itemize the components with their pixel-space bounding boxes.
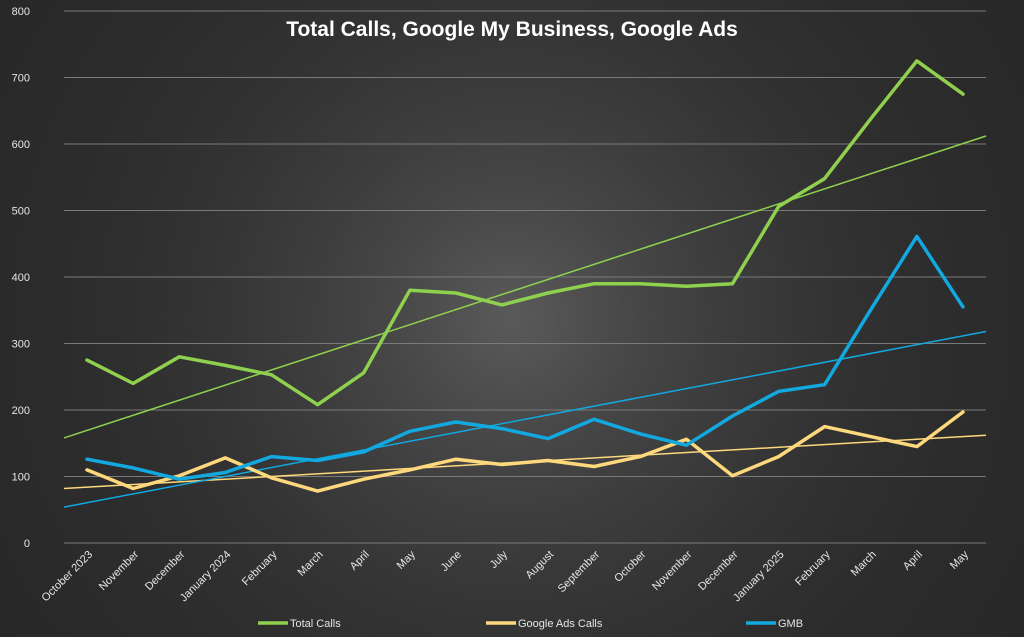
x-tick-label: August — [523, 549, 556, 582]
y-tick-label: 500 — [12, 206, 30, 218]
x-tick-label: May — [395, 548, 419, 572]
legend-label: Total Calls — [290, 618, 341, 630]
legend-label: GMB — [778, 618, 803, 630]
y-tick-label: 0 — [24, 538, 30, 550]
x-tick-label: March — [849, 549, 879, 579]
legend: Total Calls Google Ads Calls GMB — [258, 618, 803, 630]
x-tick-label: November — [650, 548, 695, 593]
y-tick-label: 800 — [12, 6, 30, 18]
y-tick-label: 400 — [12, 272, 30, 284]
x-tick-label: July — [488, 548, 511, 571]
y-tick-label: 100 — [12, 472, 30, 484]
x-tick-label: May — [948, 548, 972, 572]
x-tick-label: December — [696, 548, 741, 593]
x-tick-label: October 2023 — [40, 549, 96, 605]
x-tick-label: April — [348, 549, 372, 573]
x-tick-label: October — [612, 548, 648, 584]
y-axis-ticks: 0 100 200 300 400 500 600 700 800 — [12, 6, 30, 550]
y-tick-label: 700 — [12, 73, 30, 85]
x-tick-label: February — [793, 548, 833, 588]
legend-label: Google Ads Calls — [518, 618, 603, 630]
y-tick-label: 300 — [12, 339, 30, 351]
x-tick-label: June — [439, 549, 464, 574]
gridlines — [64, 10, 986, 544]
series-lines — [85, 59, 965, 493]
x-tick-label: April — [901, 549, 925, 573]
x-tick-label: March — [296, 549, 326, 579]
x-tick-label: September — [556, 548, 603, 595]
x-tick-label: December — [143, 548, 188, 593]
series-line-2 — [85, 234, 965, 481]
chart-title: Total Calls, Google My Business, Google … — [286, 18, 738, 41]
trendlines — [63, 135, 987, 508]
y-tick-label: 200 — [12, 405, 30, 417]
trendline-2 — [63, 330, 987, 508]
x-tick-label: November — [97, 548, 142, 593]
series-line-0 — [85, 59, 965, 407]
series-line-1 — [85, 410, 965, 493]
x-tick-label: February — [240, 548, 280, 588]
trendline-0 — [63, 135, 987, 439]
y-tick-label: 600 — [12, 139, 30, 151]
